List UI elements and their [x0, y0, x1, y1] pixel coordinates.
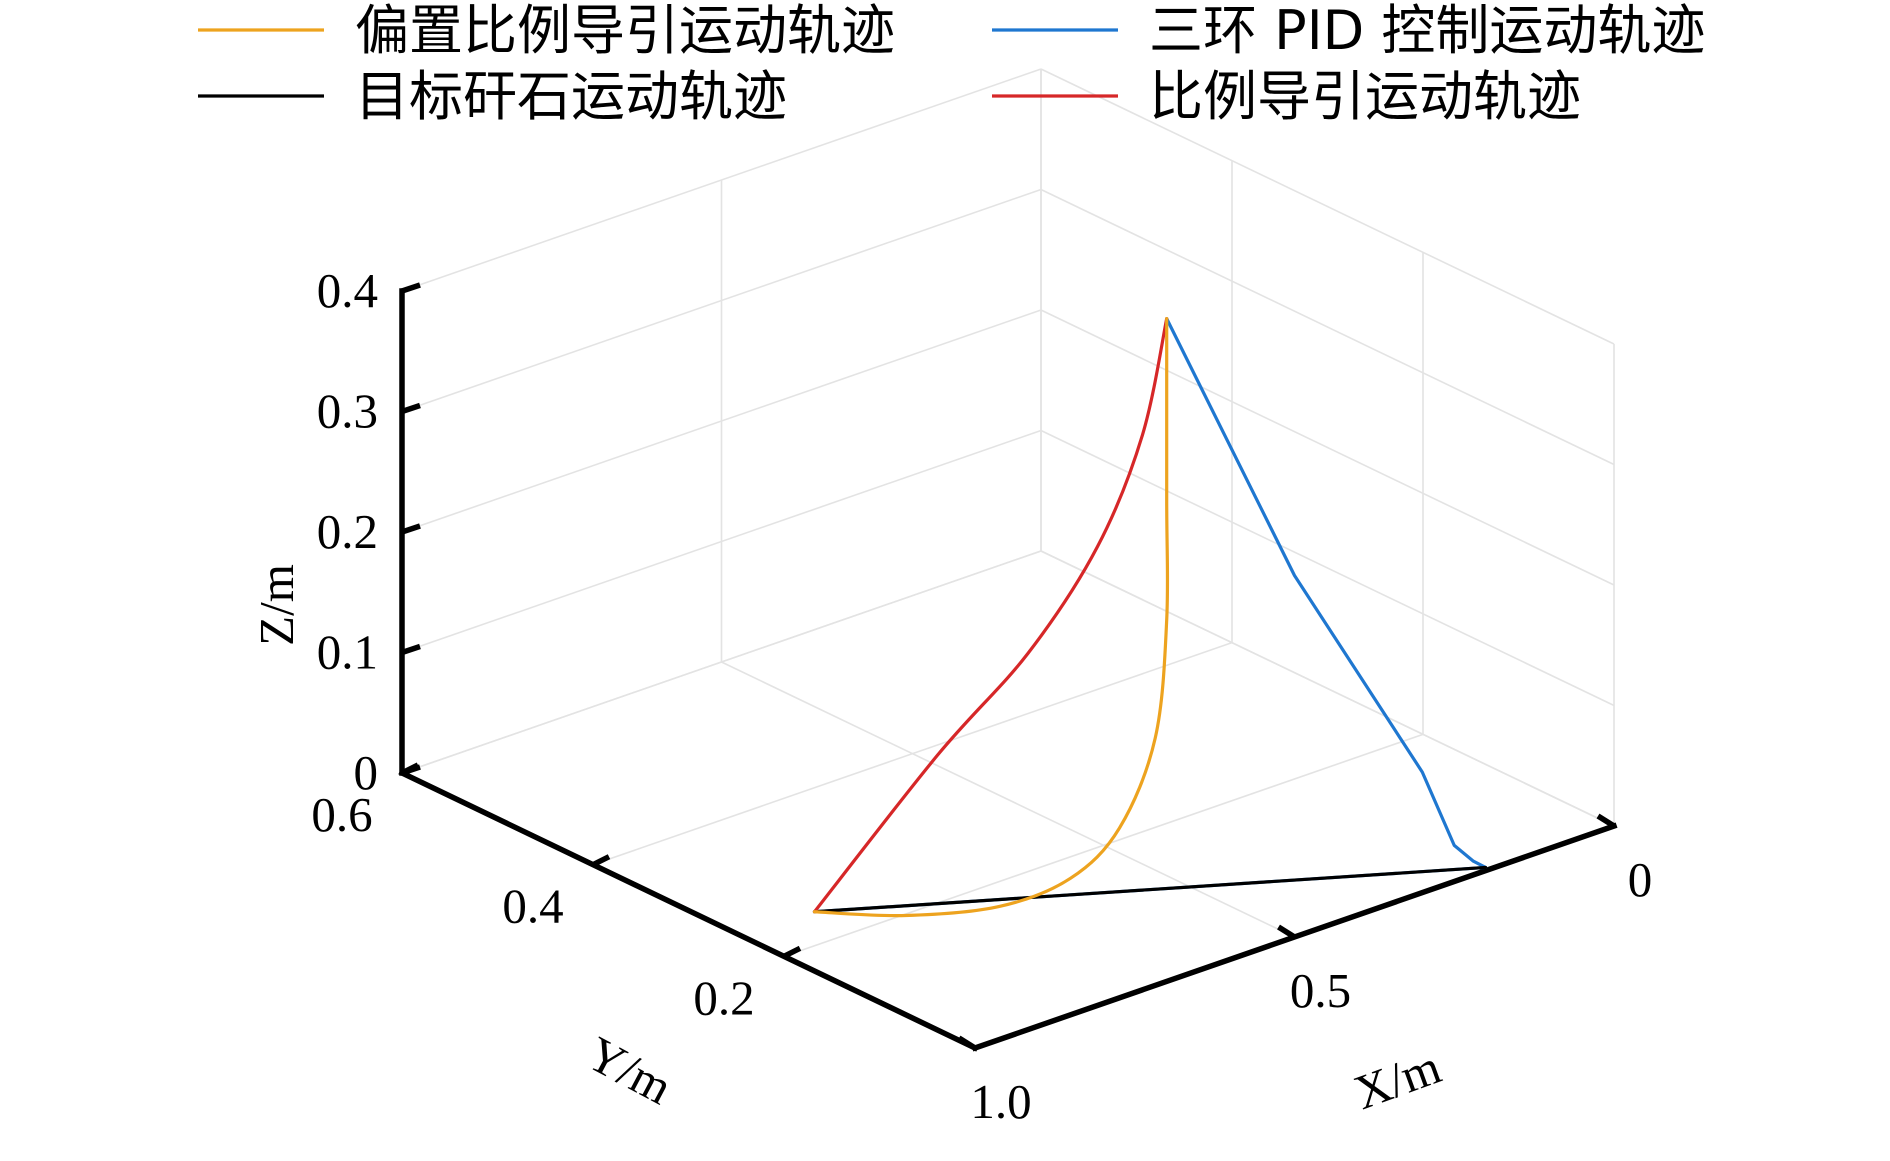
- series-line-2: [812, 865, 1488, 914]
- grid-line: [783, 733, 1424, 958]
- z-tick-label: 0.3: [317, 384, 378, 439]
- z-tick-mark: [401, 282, 421, 294]
- grid: [401, 68, 1615, 1049]
- x-tick-label: 0.5: [1290, 963, 1351, 1018]
- z-tick-mark: [401, 402, 421, 415]
- z-tick-label: 0.4: [317, 263, 378, 318]
- z-tick-mark: [401, 523, 421, 535]
- y-tick-mark: [400, 762, 420, 776]
- grid-line: [721, 661, 1295, 938]
- x-tick-mark: [957, 1035, 977, 1051]
- grid-line: [1040, 309, 1615, 586]
- y-tick-label: 0.2: [693, 970, 754, 1025]
- grid-line: [592, 641, 1233, 866]
- legend-label: 偏置比例导引运动轨迹: [355, 0, 895, 62]
- y-axis-line: [398, 769, 979, 1052]
- grid-line: [1040, 550, 1615, 827]
- series-lines: [812, 317, 1488, 918]
- z-tick-label: 0: [354, 745, 379, 800]
- z-tick-label: 0.2: [317, 504, 378, 559]
- x-tick-mark: [1277, 924, 1296, 940]
- grid-line: [1040, 429, 1615, 707]
- legend-label: 比例导引运动轨迹: [1149, 65, 1581, 128]
- z-axis-label: Z/m: [249, 564, 304, 646]
- x-tick-label: 1.0: [970, 1074, 1031, 1129]
- y-axis-label: Y/m: [578, 1026, 681, 1115]
- y-tick-mark: [591, 854, 611, 868]
- z-tick-mark: [401, 643, 421, 656]
- x-axis-label: X/m: [1347, 1039, 1448, 1120]
- legend-label: 三环 PID 控制运动轨迹: [1149, 0, 1705, 62]
- axes: 00.10.20.30.40.20.40.600.51.0: [311, 263, 1652, 1129]
- grid-line: [1040, 188, 1615, 466]
- z-tick-label: 0.1: [317, 625, 378, 680]
- y-tick-mark: [782, 945, 802, 959]
- x-tick-label: 0: [1628, 852, 1653, 907]
- y-tick-label: 0.4: [502, 879, 563, 934]
- x-tick-mark: [1596, 813, 1616, 829]
- grid-line: [1040, 68, 1615, 345]
- legend-label: 目标矸石运动轨迹: [355, 65, 787, 128]
- series-line-3: [812, 317, 1169, 914]
- y-tick-label: 0.6: [311, 787, 372, 842]
- series-line-0: [812, 317, 1170, 918]
